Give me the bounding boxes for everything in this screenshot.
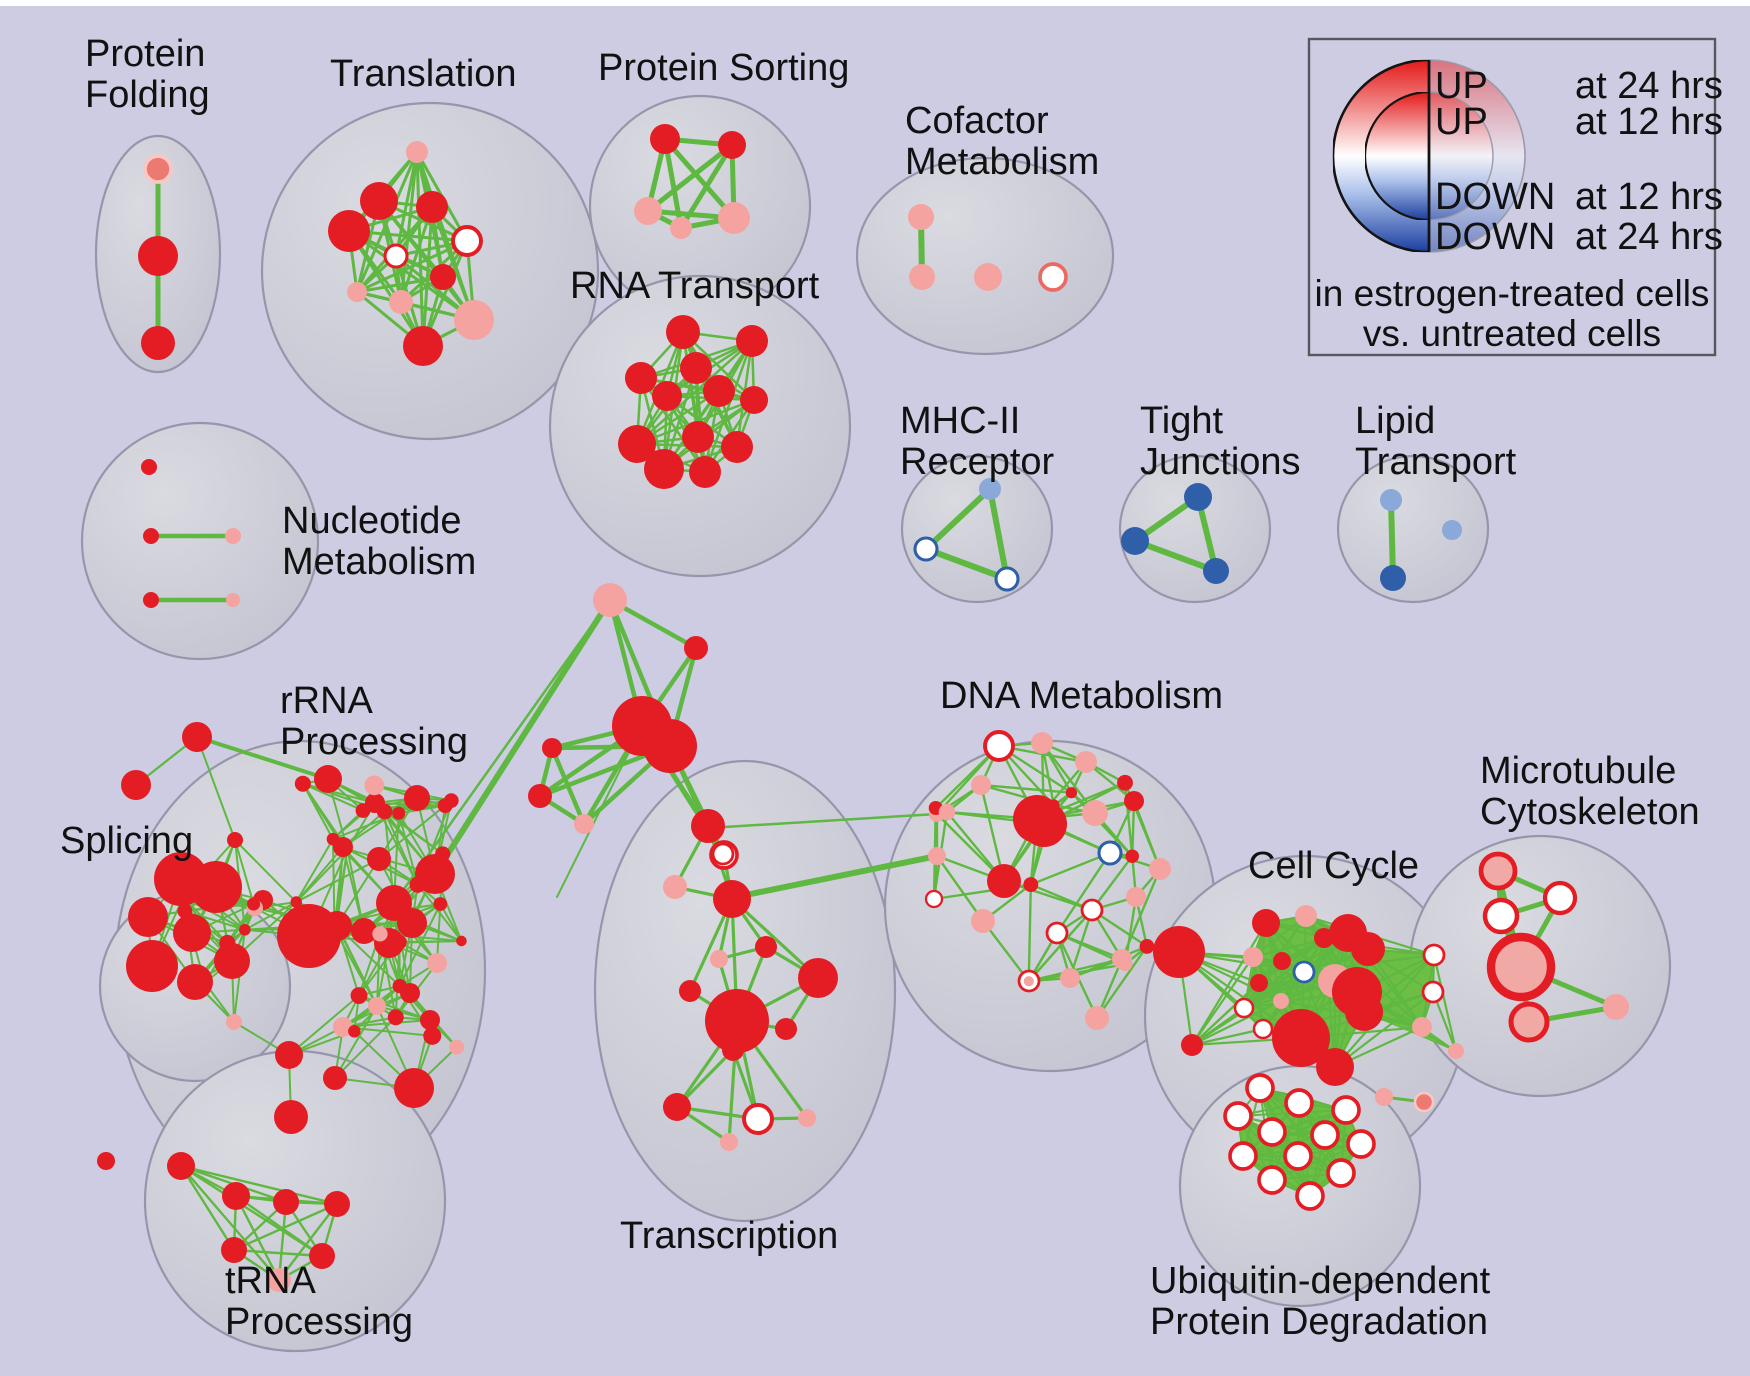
svg-text:at 12 hrs: at 12 hrs	[1575, 101, 1723, 143]
svg-text:DOWN: DOWN	[1435, 176, 1555, 218]
svg-text:vs. untreated cells: vs. untreated cells	[1363, 313, 1661, 354]
svg-text:DOWN: DOWN	[1435, 216, 1555, 258]
svg-text:at 24 hrs: at 24 hrs	[1575, 216, 1723, 258]
svg-text:at 12 hrs: at 12 hrs	[1575, 176, 1723, 218]
svg-text:UP: UP	[1435, 101, 1488, 143]
svg-text:in estrogen-treated cells: in estrogen-treated cells	[1315, 273, 1710, 314]
